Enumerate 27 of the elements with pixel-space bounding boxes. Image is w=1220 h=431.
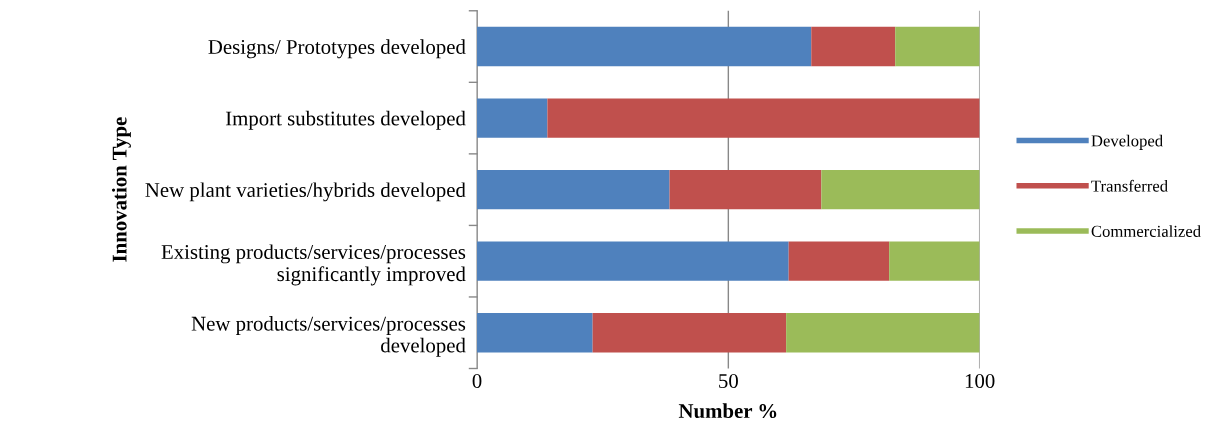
y-tick-label: Designs/ Prototypes developed	[208, 39, 466, 59]
bar	[477, 313, 593, 353]
y-tick-label: New products/services/processes developed	[191, 316, 466, 357]
bar	[889, 241, 980, 281]
bar	[477, 26, 812, 67]
y-tick-label: New plant varieties/hybrids developed	[145, 182, 466, 202]
bar	[786, 313, 980, 353]
bar	[477, 241, 789, 281]
x-tick-label: 100	[965, 373, 995, 389]
y-tick-label: Existing products/services/processes significantly improved	[161, 244, 466, 286]
x-tick-label: 50	[719, 373, 738, 389]
legend-label: Transferred	[1091, 179, 1168, 192]
bar	[669, 169, 822, 210]
bar	[592, 313, 787, 353]
legend-label: Developed	[1091, 134, 1163, 150]
bar	[477, 169, 670, 210]
bar	[895, 26, 980, 67]
bar	[477, 98, 548, 138]
bar	[821, 169, 980, 210]
bar	[788, 241, 890, 281]
x-tick-label: 0	[472, 373, 482, 389]
bar	[811, 26, 896, 67]
y-tick-label: Import substitutes developed	[225, 110, 466, 130]
bar	[547, 98, 980, 138]
y-axis-title: Innovation Type	[111, 117, 131, 262]
x-axis-title: Number %	[678, 403, 777, 419]
legend-label: Commercialized	[1091, 225, 1201, 237]
